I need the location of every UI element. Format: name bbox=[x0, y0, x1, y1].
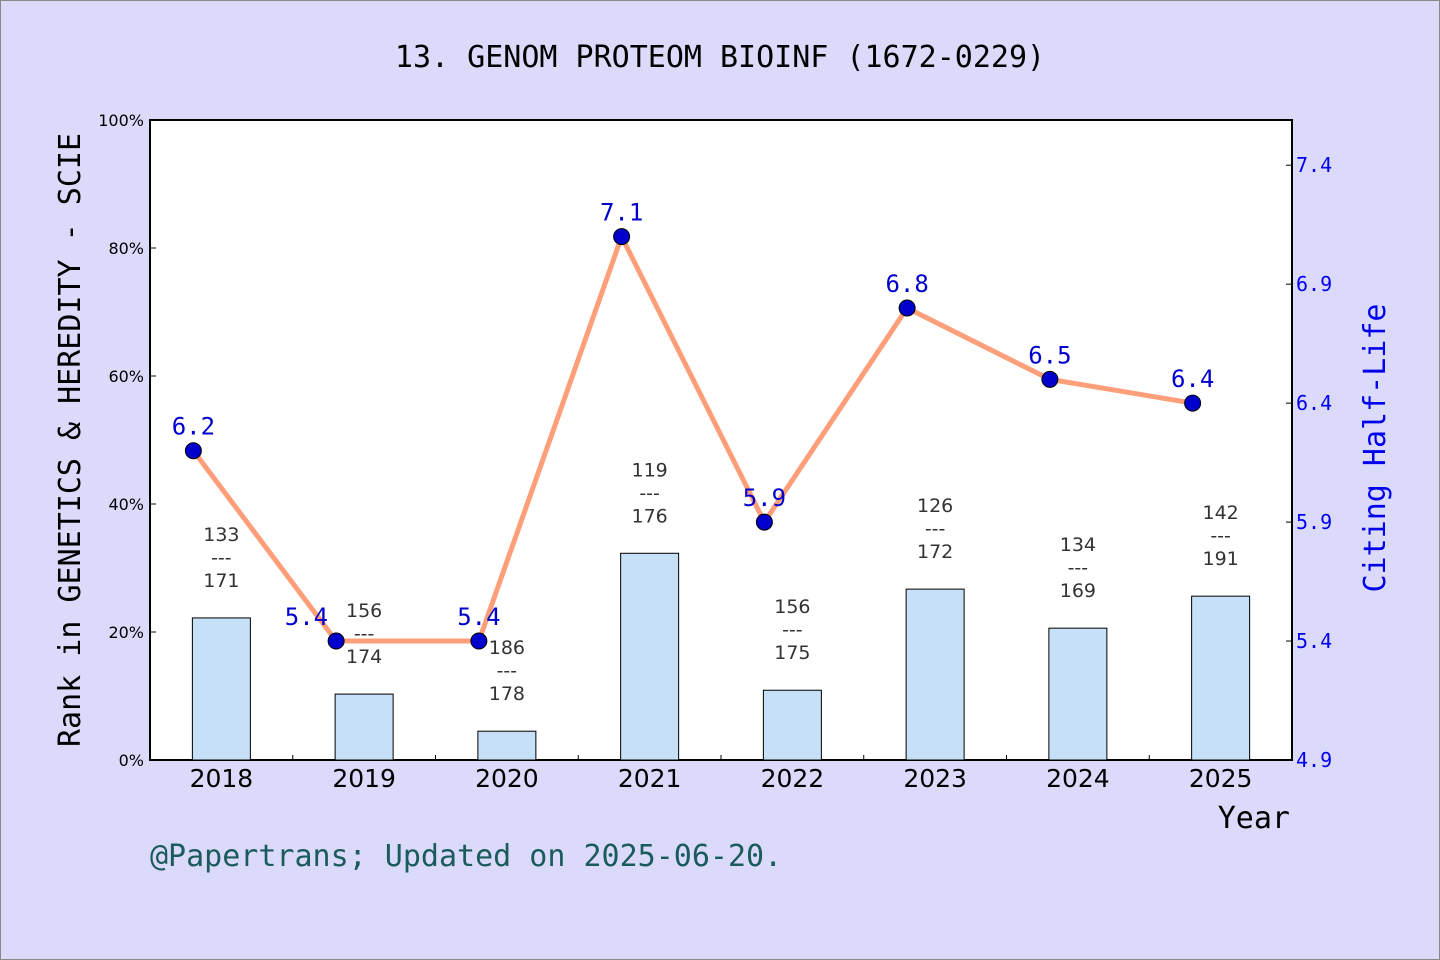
bar-2020 bbox=[477, 730, 537, 761]
rank-label: 186 bbox=[489, 637, 525, 659]
bar-2022 bbox=[762, 689, 822, 761]
total-label: 178 bbox=[489, 683, 525, 705]
left-tick-label: 0% bbox=[119, 751, 144, 770]
total-label: 175 bbox=[774, 642, 810, 664]
bar-2021 bbox=[620, 552, 680, 761]
left-axis-label: Rank in GENETICS & HEREDITY - SCIE bbox=[53, 133, 88, 747]
right-tick-label: 4.9 bbox=[1296, 748, 1332, 772]
rank-separator: --- bbox=[211, 547, 232, 569]
x-tick-label: 2019 bbox=[332, 764, 396, 793]
right-tick-label: 5.4 bbox=[1296, 629, 1332, 653]
rank-label: 156 bbox=[346, 600, 382, 622]
half-life-point-2025 bbox=[1184, 394, 1202, 412]
rank-separator: --- bbox=[782, 619, 803, 641]
half-life-label: 6.8 bbox=[885, 270, 928, 298]
rank-label: 142 bbox=[1202, 502, 1238, 524]
footer-note: @Papertrans; Updated on 2025-06-20. bbox=[150, 839, 782, 874]
x-tick-label: 2022 bbox=[761, 764, 825, 793]
total-label: 172 bbox=[917, 541, 953, 563]
half-life-point-2024 bbox=[1041, 370, 1059, 388]
left-tick-label: 60% bbox=[108, 367, 144, 386]
rank-separator: --- bbox=[639, 482, 660, 504]
bar-2024 bbox=[1048, 627, 1108, 761]
rank-separator: --- bbox=[1210, 525, 1231, 547]
x-tick-label: 2023 bbox=[903, 764, 967, 793]
half-life-point-2023 bbox=[898, 299, 916, 317]
bar-2025 bbox=[1191, 595, 1251, 761]
left-tick-label: 100% bbox=[98, 111, 144, 130]
rank-label: 133 bbox=[203, 524, 239, 546]
half-life-point-2019 bbox=[327, 632, 345, 650]
half-life-label: 5.4 bbox=[457, 603, 500, 631]
total-label: 171 bbox=[203, 570, 239, 592]
x-axis-label: Year bbox=[1218, 801, 1290, 836]
right-axis-label: Citing Half-Life bbox=[1358, 304, 1393, 593]
half-life-line bbox=[191, 230, 1194, 644]
right-tick-label: 6.4 bbox=[1296, 391, 1332, 415]
left-tick-label: 40% bbox=[108, 495, 144, 514]
half-life-label: 7.1 bbox=[600, 199, 643, 227]
left-tick-label: 80% bbox=[108, 239, 144, 258]
rank-label: 126 bbox=[917, 495, 953, 517]
half-life-label: 6.2 bbox=[172, 413, 215, 441]
total-label: 174 bbox=[346, 646, 382, 668]
rank-separator: --- bbox=[1068, 557, 1089, 579]
x-tick-label: 2024 bbox=[1046, 764, 1110, 793]
bar-2019 bbox=[334, 693, 394, 761]
x-tick-label: 2018 bbox=[190, 764, 254, 793]
half-life-point-2018 bbox=[184, 442, 202, 460]
right-tick-label: 5.9 bbox=[1296, 510, 1332, 534]
right-tick-label: 6.9 bbox=[1296, 272, 1332, 296]
rank-label: 156 bbox=[774, 596, 810, 618]
half-life-label: 5.4 bbox=[285, 603, 328, 631]
x-tick-label: 2021 bbox=[618, 764, 682, 793]
half-life-point-2020 bbox=[470, 632, 488, 650]
total-label: 169 bbox=[1060, 580, 1096, 602]
x-tick-label: 2025 bbox=[1189, 764, 1253, 793]
rank-separator: --- bbox=[497, 660, 518, 682]
half-life-label: 6.5 bbox=[1028, 341, 1071, 369]
rank-label: 119 bbox=[631, 459, 667, 481]
total-label: 191 bbox=[1202, 548, 1238, 570]
bar-2023 bbox=[905, 588, 965, 761]
left-tick-label: 20% bbox=[108, 623, 144, 642]
rank-label: 134 bbox=[1060, 534, 1096, 556]
rank-separator: --- bbox=[925, 518, 946, 540]
half-life-point-2022 bbox=[755, 513, 773, 531]
bar-2018 bbox=[191, 617, 251, 761]
x-tick-label: 2020 bbox=[475, 764, 539, 793]
half-life-point-2021 bbox=[613, 228, 631, 246]
chart-title: 13. GENOM PROTEOM BIOINF (1672-0229) bbox=[395, 40, 1045, 75]
half-life-label: 6.4 bbox=[1171, 365, 1214, 393]
half-life-label: 5.9 bbox=[743, 484, 786, 512]
total-label: 176 bbox=[631, 505, 667, 527]
right-tick-label: 7.4 bbox=[1296, 153, 1332, 177]
